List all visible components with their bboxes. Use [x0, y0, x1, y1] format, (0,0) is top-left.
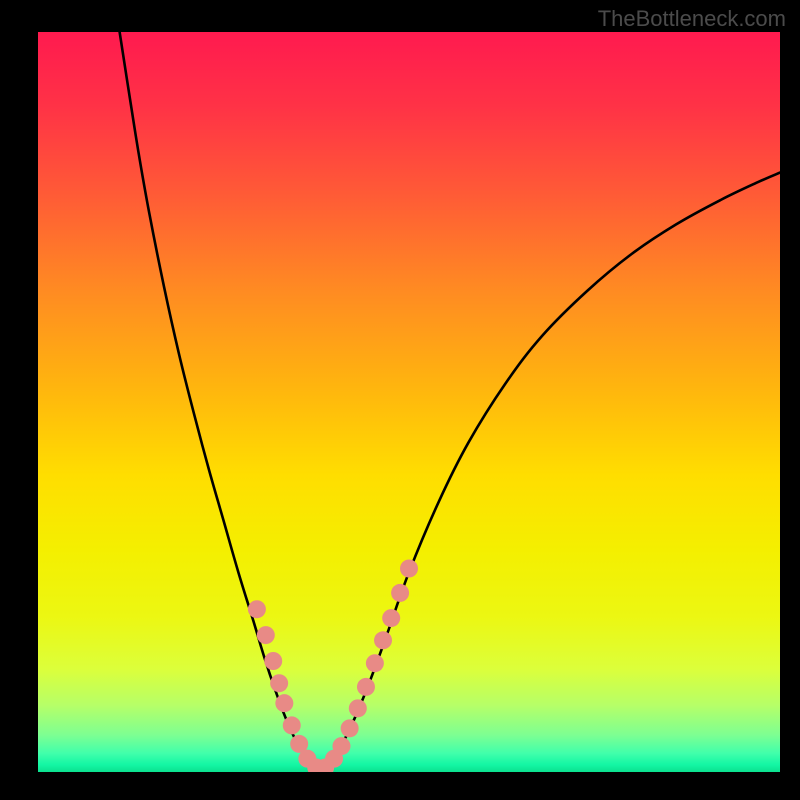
curve-layer — [38, 32, 780, 772]
data-dot — [248, 600, 266, 618]
data-dot — [283, 716, 301, 734]
bottleneck-curve-left — [120, 32, 320, 768]
data-dot — [332, 737, 350, 755]
data-dot — [391, 584, 409, 602]
data-dot — [382, 609, 400, 627]
data-dot — [264, 652, 282, 670]
data-dot — [349, 699, 367, 717]
data-dots — [248, 560, 418, 773]
data-dot — [366, 654, 384, 672]
data-dot — [400, 560, 418, 578]
data-dot — [270, 674, 288, 692]
data-dot — [257, 626, 275, 644]
watermark-text: TheBottleneck.com — [598, 6, 786, 32]
data-dot — [275, 694, 293, 712]
data-dot — [374, 631, 392, 649]
data-dot — [341, 719, 359, 737]
plot-area — [38, 32, 780, 772]
bottleneck-curve-right — [320, 173, 780, 769]
chart-stage: TheBottleneck.com — [0, 0, 800, 800]
data-dot — [357, 678, 375, 696]
